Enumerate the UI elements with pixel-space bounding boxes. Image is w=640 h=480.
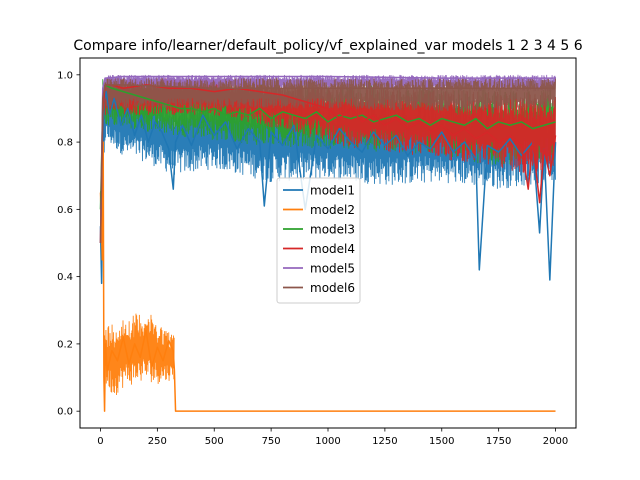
series-band-model5: [104, 74, 556, 92]
series-line-model2: [99, 141, 556, 412]
legend-label-model5: model5: [310, 262, 355, 276]
x-tick-label: 1750: [486, 436, 511, 447]
x-axis: 0 250 500 750 1000 1250 1500 1750 2000: [97, 428, 568, 447]
series-line-model1: [99, 90, 557, 285]
legend-label-model6: model6: [310, 281, 355, 295]
legend-label-model4: model4: [310, 242, 355, 256]
legend: model1 model2 model3 model4 model5 model6: [276, 177, 361, 304]
y-tick-label: 0.6: [57, 205, 73, 216]
series-lines: [99, 75, 557, 412]
x-tick-label: 250: [148, 436, 167, 447]
series-line-model3: [99, 84, 556, 210]
x-tick-label: 2000: [543, 436, 568, 447]
x-tick-label: 0: [97, 436, 103, 447]
x-tick-label: 500: [205, 436, 224, 447]
x-tick-label: 1500: [429, 436, 454, 447]
series-line-model4: [99, 84, 557, 244]
y-tick-label: 0.4: [57, 272, 73, 283]
y-tick-label: 0.2: [57, 339, 73, 350]
series-band-model2: [104, 313, 175, 396]
legend-label-model2: model2: [310, 203, 355, 217]
chart-title: Compare info/learner/default_policy/vf_e…: [73, 38, 582, 54]
x-tick-label: 750: [262, 436, 281, 447]
series-line-model6: [99, 84, 556, 244]
x-tick-label: 1000: [315, 436, 340, 447]
y-axis: 0.0 0.2 0.4 0.6 0.8 1.0: [57, 70, 80, 418]
y-tick-label: 0.0: [57, 407, 73, 418]
legend-label-model3: model3: [310, 223, 355, 237]
y-tick-label: 1.0: [57, 70, 73, 81]
series-line-model5: [99, 75, 556, 244]
x-tick-label: 1250: [372, 436, 397, 447]
legend-label-model1: model1: [310, 184, 355, 198]
y-tick-label: 0.8: [57, 138, 73, 149]
